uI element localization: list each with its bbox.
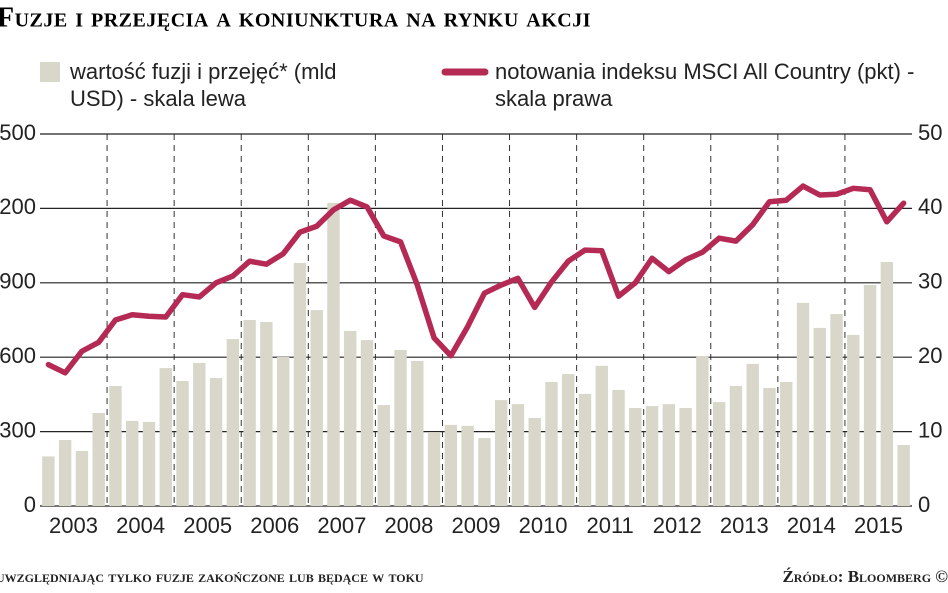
- x-tick-label: 2013: [720, 513, 769, 538]
- x-tick-label: 2014: [787, 513, 836, 538]
- y2-tick-label: 50: [918, 120, 942, 145]
- y-tick-label: 0: [24, 492, 36, 517]
- x-tick-label: 2015: [854, 513, 903, 538]
- bar: [92, 413, 105, 506]
- line: [45, 183, 907, 376]
- y2-tick-label: 0: [918, 492, 930, 517]
- bar: [830, 314, 843, 506]
- bar: [880, 261, 894, 506]
- bar: [813, 327, 826, 506]
- bar: [226, 339, 240, 506]
- bar: [712, 402, 726, 506]
- bar: [327, 202, 340, 506]
- bar: [377, 405, 390, 506]
- bar: [696, 355, 709, 506]
- bar: [427, 432, 441, 506]
- bar: [159, 368, 172, 506]
- y2-tick-label: 20: [918, 343, 942, 368]
- bar: [478, 438, 491, 506]
- footnote: uwzględniając tylko fuzje zakończone lub…: [0, 567, 424, 586]
- bar: [394, 350, 407, 506]
- x-tick-label: 2005: [183, 513, 232, 538]
- bar: [75, 450, 89, 506]
- bar: [645, 406, 659, 506]
- bar: [847, 334, 860, 506]
- bar: [662, 404, 676, 506]
- bar: [360, 340, 374, 506]
- x-tick-label: 2006: [250, 513, 299, 538]
- bar: [494, 400, 508, 506]
- bar: [109, 385, 122, 506]
- y2-tick-label: 10: [918, 417, 942, 442]
- x-tick-label: 2009: [452, 513, 501, 538]
- bar: [276, 356, 290, 506]
- bar: [142, 421, 156, 506]
- x-tick-label: 2004: [116, 513, 165, 538]
- x-tick-label: 2012: [653, 513, 702, 538]
- bar: [629, 408, 642, 506]
- y-tick-label: 600: [0, 343, 36, 368]
- y-tick-label: 900: [0, 269, 36, 294]
- x-tick-label: 2011: [586, 513, 633, 538]
- bar: [293, 262, 307, 506]
- bar: [511, 404, 525, 506]
- chart-title: Fuzje i przejęcia a koniunktura na rynku…: [0, 2, 591, 33]
- bar: [562, 374, 575, 506]
- bar: [729, 385, 743, 506]
- bar: [411, 360, 424, 506]
- legend-swatch-bar: [40, 62, 60, 82]
- bar: [780, 382, 793, 506]
- bar: [243, 320, 256, 506]
- bar: [545, 382, 558, 506]
- bar: [897, 444, 910, 506]
- x-tick-label: 2003: [49, 513, 98, 538]
- bar: [595, 365, 608, 506]
- bar: [58, 440, 72, 506]
- bar: [763, 387, 776, 506]
- bar: [461, 425, 474, 506]
- bar: [126, 420, 139, 506]
- bar: [612, 389, 625, 506]
- bar: [260, 321, 273, 506]
- legend-entry: wartość fuzji i przejęć* (mld USD) - ska…: [70, 59, 337, 111]
- x-tick-label: 2010: [519, 513, 568, 538]
- bar: [176, 381, 189, 506]
- bar: [310, 310, 323, 506]
- bar: [796, 302, 810, 506]
- y2-tick-label: 40: [918, 194, 942, 219]
- y-tick-label: 1500: [0, 120, 36, 145]
- y-tick-label: 1200: [0, 194, 36, 219]
- y-tick-label: 300: [0, 417, 36, 442]
- bar: [193, 362, 206, 506]
- bar: [444, 424, 458, 506]
- bar: [578, 393, 592, 506]
- x-tick-label: 2008: [384, 513, 433, 538]
- y2-tick-label: 30: [918, 269, 942, 294]
- source: Źródło: Bloomberg ©: [782, 567, 948, 586]
- legend-entry: notowania indeksu MSCI All Country (pkt)…: [495, 59, 915, 111]
- bar: [679, 408, 692, 506]
- bar: [42, 456, 55, 506]
- bar: [746, 363, 759, 506]
- bar: [344, 330, 357, 506]
- bar: [209, 378, 223, 506]
- bar: [528, 417, 541, 506]
- x-tick-label: 2007: [317, 513, 366, 538]
- bar: [863, 285, 877, 506]
